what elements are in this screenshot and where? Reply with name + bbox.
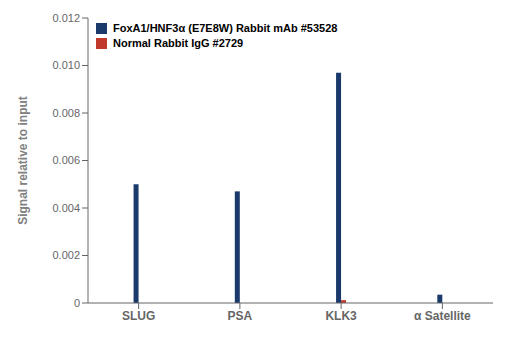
svg-text:0.008: 0.008 <box>52 107 80 119</box>
svg-text:KLK3: KLK3 <box>325 309 357 323</box>
html-text:Normal Rabbit IgG #2729: Normal Rabbit IgG #2729 <box>113 37 244 49</box>
svg-text:0.010: 0.010 <box>52 59 80 71</box>
svg-text:Signal relative to input: Signal relative to input <box>16 96 30 225</box>
html-text:FoxA1/HNF3α (E7E8W) Rabbit mAb: FoxA1/HNF3α (E7E8W) Rabbit mAb #53528 <box>113 22 338 34</box>
svg-text:0.012: 0.012 <box>52 12 80 24</box>
svg-text:SLUG: SLUG <box>122 309 155 323</box>
svg-text:0.006: 0.006 <box>52 154 80 166</box>
svg-text:α Satellite: α Satellite <box>414 309 471 323</box>
svg-text:PSA: PSA <box>228 309 253 323</box>
svg-text:0.002: 0.002 <box>52 249 80 261</box>
svg-text:0: 0 <box>74 297 80 309</box>
svg-text:0.004: 0.004 <box>52 202 80 214</box>
